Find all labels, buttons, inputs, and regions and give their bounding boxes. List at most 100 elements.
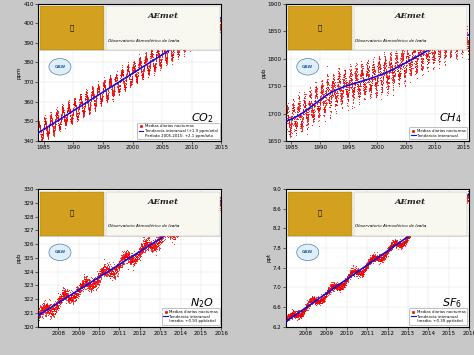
Point xyxy=(165,37,173,43)
Point xyxy=(49,129,57,134)
Point xyxy=(290,104,298,110)
Point xyxy=(453,47,461,53)
Point xyxy=(44,135,51,141)
Point xyxy=(435,215,443,221)
Point xyxy=(214,16,222,22)
Point xyxy=(438,216,445,222)
Point xyxy=(461,200,468,205)
Point xyxy=(366,255,374,261)
Point xyxy=(410,47,417,52)
Point xyxy=(113,80,121,85)
Point xyxy=(117,260,124,266)
Point xyxy=(35,124,42,130)
Point xyxy=(111,268,118,273)
Point xyxy=(168,56,176,62)
Point xyxy=(169,227,176,233)
Point xyxy=(117,70,125,76)
Point xyxy=(195,210,203,216)
Point xyxy=(92,99,100,105)
Point xyxy=(168,239,176,245)
Point xyxy=(104,93,112,98)
Point xyxy=(150,66,158,71)
Point xyxy=(303,115,311,121)
Point xyxy=(289,311,297,316)
Point xyxy=(381,255,389,261)
Point xyxy=(160,42,168,48)
Point xyxy=(38,313,46,318)
Point xyxy=(80,106,87,111)
Point xyxy=(201,18,209,24)
Point xyxy=(360,95,368,101)
Point xyxy=(69,294,77,299)
Point xyxy=(151,64,158,69)
Point xyxy=(179,47,187,52)
Point xyxy=(392,64,399,70)
Point xyxy=(189,224,196,229)
Point xyxy=(446,39,453,45)
Point xyxy=(366,257,374,262)
Point xyxy=(319,296,326,301)
Point xyxy=(459,200,467,205)
Point xyxy=(102,95,110,101)
Point xyxy=(111,78,118,84)
Point xyxy=(157,59,165,64)
Point xyxy=(119,261,127,267)
Point xyxy=(207,13,215,18)
Point xyxy=(464,188,472,194)
Point xyxy=(432,210,440,216)
Point xyxy=(198,212,206,218)
Point xyxy=(197,28,204,34)
Point xyxy=(206,197,214,203)
Point xyxy=(428,42,435,47)
Point xyxy=(45,304,52,310)
Point xyxy=(201,12,209,18)
Point xyxy=(457,40,465,46)
Point xyxy=(175,52,182,58)
Point xyxy=(296,116,304,122)
Point xyxy=(456,14,464,20)
Point xyxy=(401,78,409,83)
Point xyxy=(137,245,144,250)
Point xyxy=(171,231,178,237)
Point xyxy=(75,102,83,108)
Point xyxy=(436,213,444,219)
Point xyxy=(455,35,462,41)
Point xyxy=(183,215,191,221)
Point xyxy=(410,225,418,230)
Point xyxy=(102,269,109,275)
Point xyxy=(164,226,172,231)
Point xyxy=(109,268,117,274)
Point xyxy=(372,89,380,95)
Point xyxy=(110,269,118,274)
Point xyxy=(104,92,112,98)
Point xyxy=(63,287,71,293)
Point xyxy=(120,80,128,86)
Point xyxy=(308,99,315,104)
Point xyxy=(369,252,377,258)
Point xyxy=(35,314,43,320)
Point xyxy=(121,85,128,91)
Point xyxy=(198,204,206,209)
Point xyxy=(82,91,89,97)
Point xyxy=(53,301,60,307)
Point xyxy=(343,92,350,97)
Point xyxy=(144,70,152,76)
Point xyxy=(166,43,173,49)
Point xyxy=(126,75,133,80)
Point xyxy=(208,22,216,27)
Point xyxy=(68,118,75,123)
Point xyxy=(139,68,147,74)
Point xyxy=(363,262,370,268)
Point xyxy=(175,42,183,48)
Point xyxy=(407,228,415,234)
Point xyxy=(403,239,410,244)
Point xyxy=(398,243,405,249)
Point xyxy=(444,24,452,30)
Point xyxy=(41,117,49,123)
Point xyxy=(125,64,132,70)
Point xyxy=(353,73,360,79)
Point xyxy=(76,96,83,102)
Point xyxy=(390,81,397,86)
Point xyxy=(376,75,383,81)
Point xyxy=(375,255,383,261)
